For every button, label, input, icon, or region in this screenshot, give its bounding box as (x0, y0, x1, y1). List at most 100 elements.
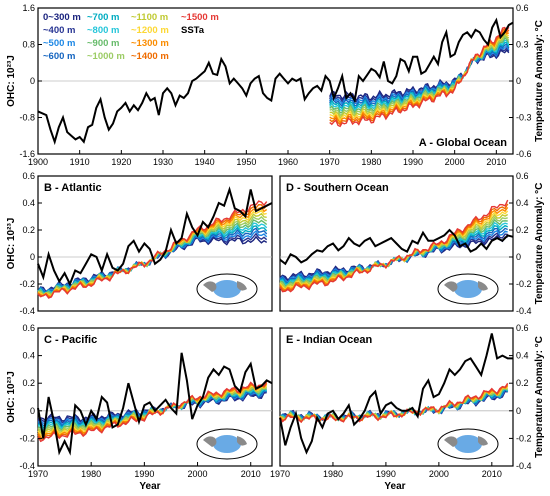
legend-entry: ~1100 m (131, 12, 168, 23)
y-tick-label-right: 0 (516, 76, 521, 86)
landmass-icon (444, 436, 488, 447)
y-tick-label-left: -0.8 (19, 113, 35, 123)
y-tick-label-left: 0 (30, 406, 35, 416)
panel-indian: -0.4 -0.2 0 0.2 0.4 0.6 1970 1980 1990 2000 2010 Te… (270, 323, 545, 479)
y-tick-label-left: -0.2 (19, 279, 35, 289)
x-axis-label-bottom-left: Year (139, 481, 160, 492)
legend-entry: ~800 m (87, 25, 120, 36)
x-tick-label: 2010 (241, 469, 261, 479)
x-tick-label: 1990 (134, 469, 154, 479)
y-axis-label-left: OHC: 10²³J (6, 371, 17, 423)
panel-pacific: -0.4 -0.2 0 0.2 0.4 0.6 1970 1980 1990 2000 2010 OH… (6, 323, 273, 479)
y-tick-label-right: -0.2 (516, 279, 532, 289)
y-tick-label-right: -0.4 (516, 306, 532, 316)
y-tick-label-right: 0.2 (516, 225, 529, 235)
y-axis-label-right: Temperature Anomaly: °C (534, 20, 545, 142)
legend-entry: ~900 m (87, 38, 120, 49)
legend-entry: ~1400 m (131, 51, 169, 62)
y-tick-label-left: 0.4 (22, 198, 35, 208)
panel-southern: -0.4 -0.2 0 0.2 0.4 0.6 Temperature Anomaly: °… (279, 171, 545, 316)
ocean-region-highlight (454, 435, 482, 453)
panel-atlantic: -0.4 -0.2 0 0.2 0.4 0.6 OHC: 10²³J B - Atlantic (6, 171, 273, 316)
x-tick-label: 1900 (28, 157, 48, 167)
ohc-series-13 (279, 199, 509, 293)
legend-entry: ~1300 m (131, 38, 169, 49)
x-tick-label: 1940 (195, 157, 215, 167)
legend-entry: ~1000 m (87, 51, 125, 62)
ocean-region-highlight (454, 280, 482, 298)
x-axis-label-bottom-right: Year (384, 481, 405, 492)
y-tick-label-right: 0 (516, 406, 521, 416)
y-tick-label-left: 1.6 (22, 3, 35, 13)
landmass-icon (203, 436, 247, 447)
x-tick-label: 2010 (482, 469, 502, 479)
x-tick-label: 1920 (111, 157, 131, 167)
y-tick-label-right: 0.4 (516, 198, 529, 208)
y-tick-label-left: 0.2 (22, 225, 35, 235)
x-tick-label: 1960 (278, 157, 298, 167)
y-tick-label-left: -0.4 (19, 461, 35, 471)
landmass-icon (203, 281, 247, 292)
panel-global: -1.6 -0.8 0 0.8 1.6 -0.6 -0.3 0 0.3 0.6 1900 1910 19… (6, 3, 545, 167)
y-axis-label-right: Temperature Anomaly: °C (534, 336, 545, 458)
ohc-series-13 (37, 200, 268, 299)
ssta-series (279, 333, 513, 455)
y-tick-label-left: -0.2 (19, 433, 35, 443)
y-tick-label-left: -1.6 (19, 149, 35, 159)
y-tick-label-right: 0.6 (516, 323, 529, 333)
ssta-series (37, 17, 514, 146)
x-tick-label: 1930 (153, 157, 173, 167)
x-tick-label: 1970 (28, 469, 48, 479)
x-tick-label: 1990 (376, 469, 396, 479)
y-tick-label-left: 0 (30, 76, 35, 86)
ssta-series (37, 352, 273, 456)
landmass-icon (444, 281, 488, 292)
y-tick-label-right: -0.2 (516, 433, 532, 443)
panel-title: A - Global Ocean (419, 137, 508, 149)
y-tick-label-right: -0.3 (516, 113, 532, 123)
legend: 0~300 m ~700 m ~1100 m ~1500 m ~400 m ~800 m ~… (43, 12, 219, 62)
legend-entry: ~500 m (43, 38, 76, 49)
panel-title: C - Pacific (44, 334, 97, 346)
x-tick-label: 1980 (323, 469, 343, 479)
ssta-series (37, 186, 273, 287)
y-tick-label-right: 0.6 (516, 3, 529, 13)
legend-entry: ~700 m (87, 12, 120, 23)
y-tick-label-left: 0.6 (22, 171, 35, 181)
x-tick-label: 1970 (270, 469, 290, 479)
y-axis-label-left: OHC: 10²³J (6, 55, 17, 107)
x-tick-label: 1910 (70, 157, 90, 167)
x-tick-label: 2000 (188, 469, 208, 479)
y-axis-label-right: Temperature Anomaly: °C (534, 183, 545, 305)
y-tick-label-right: 0.2 (516, 378, 529, 388)
legend-entry: ~1500 m (181, 12, 219, 23)
x-tick-label: 1990 (403, 157, 423, 167)
legend-entry: ~1200 m (131, 25, 169, 36)
panel-title: D - Southern Ocean (286, 182, 389, 194)
y-tick-label-right: 0.4 (516, 351, 529, 361)
x-tick-label: 2010 (486, 157, 506, 167)
legend-entry: ~400 m (43, 25, 76, 36)
y-tick-label-left: 0.8 (22, 40, 35, 50)
y-tick-label-right: -0.4 (516, 461, 532, 471)
y-tick-label-left: -0.4 (19, 306, 35, 316)
x-tick-label: 1980 (81, 469, 101, 479)
x-tick-label: 1980 (361, 157, 381, 167)
y-tick-label-left: 0.2 (22, 378, 35, 388)
x-tick-label: 1970 (320, 157, 340, 167)
y-tick-label-left: 0.6 (22, 323, 35, 333)
y-tick-label-left: 0.4 (22, 351, 35, 361)
y-tick-label-left: 0 (30, 252, 35, 262)
legend-entry: 0~300 m (43, 12, 81, 23)
x-tick-label: 2000 (429, 469, 449, 479)
panel-title: E - Indian Ocean (286, 334, 372, 346)
ohc-series-13 (37, 380, 268, 443)
y-axis-label-left: OHC: 10²³J (6, 218, 17, 270)
ocean-region-highlight (213, 280, 241, 298)
legend-entry: SSTa (181, 25, 205, 36)
y-tick-label-right: 0 (516, 252, 521, 262)
y-tick-label-right: -0.6 (516, 149, 532, 159)
y-tick-label-right: 0.6 (516, 171, 529, 181)
panel-title: B - Atlantic (44, 182, 102, 194)
